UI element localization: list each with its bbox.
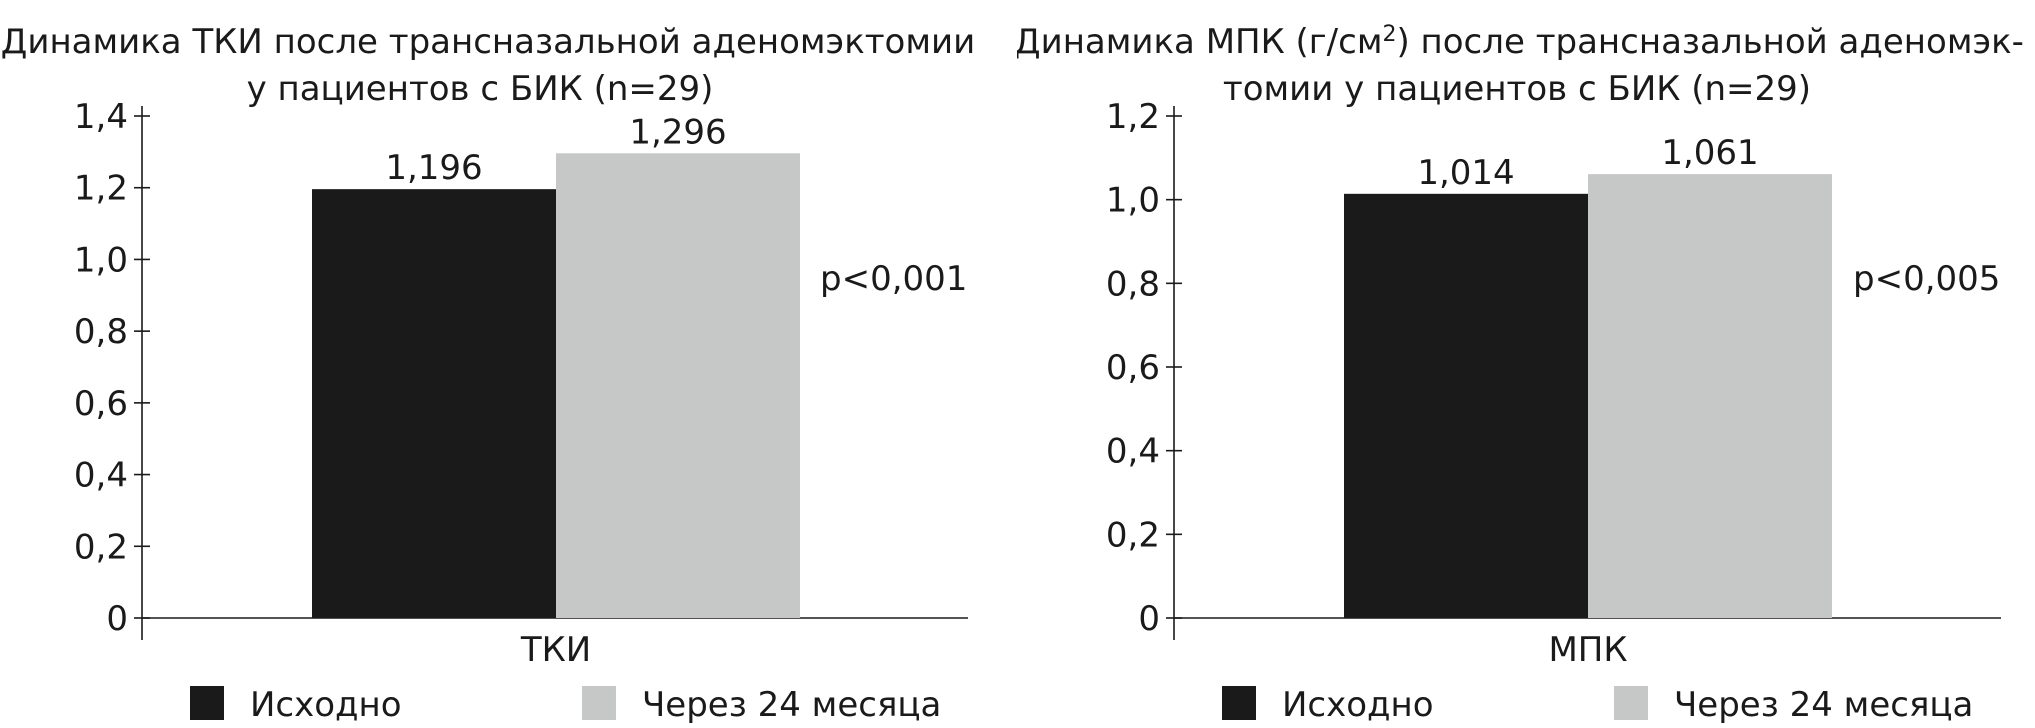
legend-swatch xyxy=(582,686,616,720)
legend-swatch xyxy=(1222,686,1256,720)
bar-value-label: 1,061 xyxy=(1661,133,1758,173)
legend-label: Исходно xyxy=(250,685,402,725)
chart-mpk-svg: Динамика МПК (г/см2) после трансназально… xyxy=(1017,22,2024,726)
y-tick-label: 1,4 xyxy=(74,97,128,137)
legend-label: Через 24 месяца xyxy=(1674,685,1973,725)
bar-value-label: 1,296 xyxy=(629,112,726,152)
title-segment: ) после трансназальной аденомэк- xyxy=(1396,22,2024,62)
bar-value-label: 1,196 xyxy=(385,148,482,188)
legend-swatch xyxy=(1614,686,1648,720)
chart-title-line-2: у пациентов с БИК (n=29) xyxy=(247,69,714,109)
bar xyxy=(312,189,556,619)
y-tick-label: 0,8 xyxy=(1106,264,1160,304)
legend-label: Исходно xyxy=(1282,685,1434,725)
y-tick-label: 0,2 xyxy=(74,527,128,567)
x-category-label: ТКИ xyxy=(520,630,591,670)
title-segment: Динамика МПК (г/см xyxy=(1017,22,1382,62)
y-tick-label: 0,4 xyxy=(1106,432,1160,472)
bar-value-label: 1,014 xyxy=(1417,153,1514,193)
y-tick-label: 0,4 xyxy=(74,456,128,496)
chart-tki: Динамика ТКИ после трансназальной аденом… xyxy=(0,0,1017,728)
y-tick-label: 1,0 xyxy=(1106,181,1160,221)
y-tick-label: 1,2 xyxy=(74,169,128,209)
y-tick-label: 0,6 xyxy=(1106,348,1160,388)
legend-swatch xyxy=(190,686,224,720)
y-tick-label: 0 xyxy=(1138,599,1160,639)
bar xyxy=(556,153,800,618)
p-value-annotation: p<0,001 xyxy=(820,259,967,299)
chart-tki-svg: Динамика ТКИ после трансназальной аденом… xyxy=(1,22,975,725)
p-value-annotation: p<0,005 xyxy=(1853,259,2000,299)
x-category-label: МПК xyxy=(1548,630,1627,670)
y-tick-label: 1,0 xyxy=(74,240,128,280)
legend-label: Через 24 месяца xyxy=(642,685,941,725)
chart-mpk: Динамика МПК (г/см2) после трансназально… xyxy=(1017,0,2034,728)
chart-title-line-1: Динамика ТКИ после трансназальной аденом… xyxy=(1,22,975,62)
y-tick-label: 0,6 xyxy=(74,384,128,424)
chart-title-line-2: томии у пациентов с БИК (n=29) xyxy=(1223,69,1811,109)
chart-title-line-1: Динамика МПК (г/см2) после трансназально… xyxy=(1017,22,2024,63)
y-tick-label: 0,2 xyxy=(1106,515,1160,555)
title-superscript: 2 xyxy=(1382,22,1396,47)
y-tick-label: 1,2 xyxy=(1106,97,1160,137)
y-tick-label: 0,8 xyxy=(74,312,128,352)
bar xyxy=(1344,193,1588,618)
bar xyxy=(1588,174,1832,619)
y-tick-label: 0 xyxy=(106,599,128,639)
